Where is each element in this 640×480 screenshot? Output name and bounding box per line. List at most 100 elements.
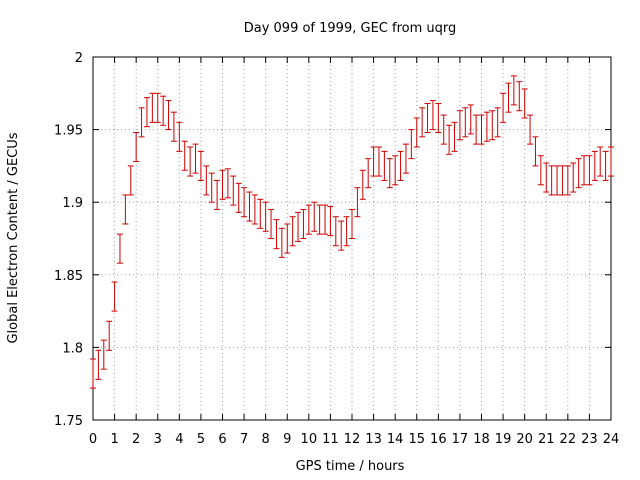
- error-bar-point: [386, 158, 393, 189]
- error-bar-point: [451, 121, 458, 152]
- error-bar-point: [95, 349, 102, 380]
- error-bar-point: [133, 132, 140, 163]
- error-bar-point: [111, 281, 118, 312]
- error-bar-point: [246, 191, 253, 222]
- error-bar-point: [424, 102, 431, 134]
- error-bar-point: [289, 216, 296, 247]
- error-bar-point: [338, 220, 345, 251]
- error-bar-point: [208, 172, 215, 203]
- error-bar-point: [462, 107, 469, 138]
- error-bar-point: [429, 100, 436, 131]
- error-bar-point: [262, 201, 269, 232]
- error-bar-point: [359, 169, 366, 200]
- error-bar-point: [192, 143, 199, 174]
- error-bar-point: [106, 320, 113, 351]
- chart-title: Day 099 of 1999, GEC from uqrg: [244, 21, 457, 36]
- error-bar-point: [456, 110, 463, 141]
- error-bar-point: [241, 187, 248, 218]
- error-bar-point: [510, 75, 517, 106]
- error-bar-point: [575, 158, 582, 189]
- x-tick-label: 9: [283, 432, 291, 447]
- error-bar-point: [349, 208, 355, 239]
- error-bar-point: [343, 216, 350, 247]
- series-gec: [90, 75, 614, 389]
- error-bar-point: [516, 81, 523, 112]
- error-bar-point: [392, 155, 399, 186]
- error-bar-point: [370, 146, 377, 177]
- error-bar-point: [251, 194, 258, 225]
- y-tick-label: 1.95: [54, 124, 83, 139]
- x-axis-label: GPS time / hours: [296, 459, 405, 474]
- error-bar-point: [295, 211, 302, 242]
- x-tick-label: 4: [175, 432, 183, 447]
- error-bar-point: [591, 150, 598, 181]
- y-tick-label: 2: [75, 51, 83, 66]
- error-bar-point: [548, 165, 555, 196]
- x-tick-label: 14: [387, 432, 404, 447]
- error-bar-point: [214, 179, 221, 210]
- error-bar-point: [365, 158, 372, 189]
- x-tick-label: 16: [430, 432, 447, 447]
- error-bar-point: [154, 92, 161, 123]
- error-bar-point: [419, 107, 426, 138]
- x-tick-label: 12: [344, 432, 361, 447]
- error-bar-point: [122, 194, 129, 225]
- x-tick-labels: 0 1 2 3 4 5 6 7 8 9 10 11 12 13 14 15 16 17 18 19 20 21 22 23 24: [89, 432, 619, 447]
- error-bar-point: [581, 155, 588, 186]
- error-bar-point: [138, 107, 145, 138]
- x-tick-label: 1: [110, 432, 118, 447]
- error-bar-point: [100, 339, 107, 370]
- error-bar-point: [165, 100, 172, 131]
- x-tick-label: 15: [408, 432, 425, 447]
- error-bar-point: [160, 95, 167, 126]
- x-tick-label: 10: [301, 432, 318, 447]
- x-tick-label: 21: [538, 432, 555, 447]
- error-bar-point: [402, 143, 409, 174]
- error-bar-point: [197, 150, 204, 181]
- error-bar-point: [176, 121, 183, 152]
- error-bar-point: [446, 124, 453, 155]
- error-bar-point: [381, 150, 388, 181]
- x-tick-label: 23: [581, 432, 598, 447]
- error-bar-point: [327, 206, 334, 237]
- x-tick-label: 3: [154, 432, 162, 447]
- error-bar-point: [116, 233, 123, 264]
- error-bar-point: [278, 227, 285, 258]
- error-bar-point: [586, 155, 593, 186]
- error-bar-point: [273, 219, 280, 250]
- error-bar-point: [354, 187, 361, 218]
- y-tick-label: 1.8: [62, 341, 83, 356]
- error-bar-point: [375, 146, 382, 177]
- error-bar-point: [527, 114, 534, 145]
- x-tick-label: 18: [473, 432, 490, 447]
- x-tick-label: 5: [197, 432, 205, 447]
- error-bar-point: [559, 165, 566, 196]
- error-bar-point: [300, 208, 307, 239]
- x-tick-label: 7: [240, 432, 248, 447]
- error-bar-point: [483, 111, 490, 142]
- error-bar-point: [127, 165, 134, 196]
- x-tick-label: 2: [132, 432, 140, 447]
- x-tick-label: 8: [262, 432, 270, 447]
- error-bar-point: [149, 92, 156, 123]
- x-tick-label: 22: [560, 432, 577, 447]
- error-bar-point: [181, 140, 188, 171]
- error-bar-point: [473, 114, 480, 145]
- error-bar-point: [570, 162, 577, 193]
- y-tick-label: 1.75: [54, 414, 83, 429]
- error-bar-point: [284, 223, 291, 254]
- error-bar-point: [537, 155, 544, 186]
- error-bar-point: [505, 82, 512, 113]
- x-tick-label: 0: [89, 432, 97, 447]
- y-axis-label: Global Electron Content / GECUs: [6, 132, 21, 343]
- error-bar-point: [602, 150, 609, 181]
- error-bar-point: [332, 216, 339, 247]
- error-bar-point: [219, 169, 226, 200]
- x-tick-label: 19: [495, 432, 512, 447]
- error-bar-point: [257, 198, 264, 229]
- error-bar-point: [397, 150, 404, 181]
- error-bar-point: [235, 182, 242, 213]
- error-bar-point: [478, 114, 485, 145]
- axis-ticks: [92, 56, 612, 421]
